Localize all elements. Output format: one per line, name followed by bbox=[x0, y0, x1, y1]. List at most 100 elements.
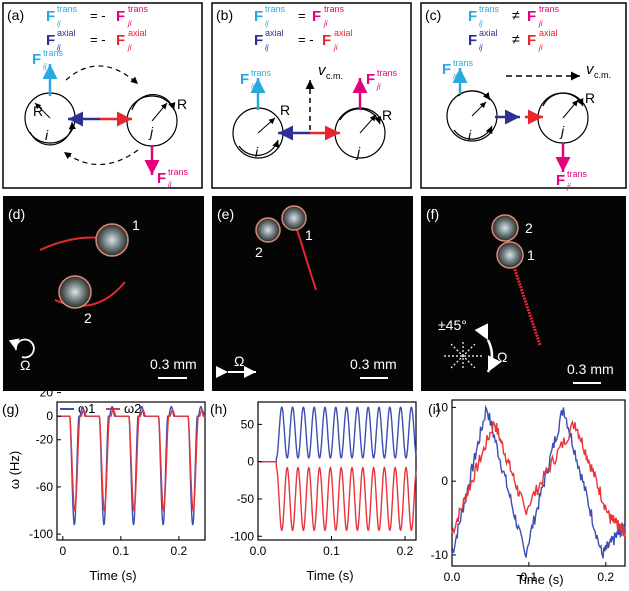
particle-image bbox=[496, 241, 524, 269]
panel-f: (f) 2 1 ±45° Ω 0.3 mm bbox=[421, 196, 626, 391]
panel-d: (d) 1 2 Ω 0.3 mm bbox=[3, 196, 204, 391]
svg-text:1: 1 bbox=[527, 247, 535, 263]
y-tick-label: 10 bbox=[435, 400, 449, 414]
svg-text:F: F bbox=[442, 61, 451, 78]
svg-text:axial: axial bbox=[265, 28, 284, 38]
svg-text:ij: ij bbox=[251, 82, 255, 91]
series-line-1 bbox=[451, 404, 626, 559]
particle-image bbox=[281, 205, 307, 231]
rotation-dashed-arrow-top bbox=[65, 65, 139, 85]
svg-text:trans: trans bbox=[251, 68, 272, 78]
svg-text:ij: ij bbox=[265, 43, 269, 52]
svg-text:≠: ≠ bbox=[512, 31, 520, 47]
svg-text:i: i bbox=[468, 127, 472, 143]
particle-image bbox=[491, 214, 519, 242]
svg-text:R: R bbox=[280, 102, 290, 118]
panel-c-equation-trans: F trans ij ≠ F trans ji bbox=[468, 4, 560, 28]
panel-a-equation-axial: F axial ij = - F axial ji bbox=[46, 28, 147, 52]
plot-frame bbox=[56, 401, 206, 541]
eq-lhs-sub: ij bbox=[57, 19, 61, 28]
eq-operator: = - bbox=[90, 32, 106, 47]
radius-label: R bbox=[33, 103, 43, 119]
velocity-label: v c.m. bbox=[586, 61, 611, 80]
y-tick-label: 20 bbox=[40, 386, 54, 400]
x-tick-label: 0 bbox=[59, 544, 66, 558]
field-sweep-icon bbox=[444, 323, 502, 373]
panel-g: (g) ω1 ω2 ω (Hz) Time (s) 20 0 -20 -60 -100 0… bbox=[2, 386, 206, 583]
svg-text:F: F bbox=[468, 8, 477, 25]
svg-text:trans: trans bbox=[567, 169, 588, 179]
x-tick-label: 0.2 bbox=[597, 570, 614, 584]
panel-c: (c) F trans ij ≠ F trans ji F axial i j ≠… bbox=[420, 2, 627, 191]
scale-label: 0.3 mm bbox=[150, 356, 197, 372]
y-tick-label: 0 bbox=[46, 409, 53, 423]
eq-lhs-sup: trans bbox=[57, 4, 78, 14]
y-tick-label: -20 bbox=[36, 433, 54, 447]
trajectory bbox=[293, 219, 317, 291]
y-tick-label: -50 bbox=[237, 492, 255, 506]
particle-image bbox=[95, 223, 129, 257]
series-line-1 bbox=[258, 406, 417, 463]
svg-text:ji: ji bbox=[566, 182, 571, 191]
series-line-2 bbox=[451, 419, 626, 537]
svg-text:ij: ij bbox=[43, 62, 47, 71]
svg-text:1: 1 bbox=[305, 227, 313, 243]
angle-label: ±45° bbox=[438, 317, 467, 333]
svg-text:axial: axial bbox=[479, 28, 498, 38]
svg-text:c.m.: c.m. bbox=[594, 70, 611, 80]
x-tick-label: 0.2 bbox=[397, 544, 414, 558]
eq-rhs-base: F bbox=[116, 32, 125, 49]
svg-text:ji: ji bbox=[333, 43, 338, 52]
panel-g-label: (g) bbox=[2, 401, 19, 417]
svg-text:ij: ij bbox=[265, 19, 269, 28]
svg-text:trans: trans bbox=[377, 68, 398, 78]
svg-text:ji: ji bbox=[323, 19, 328, 28]
svg-text:axial: axial bbox=[539, 28, 558, 38]
panel-c-label: (c) bbox=[425, 7, 441, 23]
eq-lhs-sub: ij bbox=[57, 43, 61, 52]
x-tick-label: 0.1 bbox=[112, 544, 129, 558]
y-axis-label: ω (Hz) bbox=[7, 451, 22, 489]
y-tick-label: -100 bbox=[29, 527, 53, 541]
particle-image bbox=[58, 275, 92, 309]
panel-a: (a) F trans ij = - F trans ji F axial ij… bbox=[2, 2, 203, 189]
svg-text:c.m.: c.m. bbox=[326, 71, 343, 81]
svg-text:1: 1 bbox=[132, 217, 140, 233]
svg-text:i: i bbox=[255, 144, 259, 160]
panel-a-label: (a) bbox=[7, 7, 24, 23]
panel-d-label: (d) bbox=[8, 206, 25, 222]
svg-text:ji: ji bbox=[538, 19, 543, 28]
scale-label: 0.3 mm bbox=[350, 356, 397, 372]
eq-lhs-sup: axial bbox=[57, 28, 76, 38]
svg-text:j: j bbox=[559, 123, 565, 139]
x-tick-label: 0.1 bbox=[521, 570, 538, 584]
svg-text:≠: ≠ bbox=[512, 7, 520, 23]
svg-text:= -: = - bbox=[298, 32, 314, 47]
chart-g: 20 0 -20 -60 -100 0 0.1 0.2 bbox=[29, 386, 206, 558]
svg-text:F: F bbox=[240, 71, 249, 88]
svg-text:trans: trans bbox=[43, 48, 64, 58]
field-symbol: Ω bbox=[497, 349, 507, 365]
panel-b-equation-axial: F axial ij = - F axial ji bbox=[254, 28, 353, 52]
y-tick-label: -100 bbox=[230, 529, 254, 543]
series-line-2 bbox=[57, 409, 206, 512]
svg-text:v: v bbox=[586, 61, 595, 78]
svg-text:=: = bbox=[298, 8, 306, 23]
force-label-i: F trans ij bbox=[32, 48, 64, 71]
panel-a-equation-trans: F trans ij = - F trans ji bbox=[46, 4, 149, 28]
x-tick-label: 0.2 bbox=[171, 544, 188, 558]
particle-label: i bbox=[45, 127, 49, 143]
svg-text:R: R bbox=[585, 90, 595, 106]
svg-text:2: 2 bbox=[255, 244, 263, 260]
svg-text:F: F bbox=[322, 32, 331, 49]
series-line-2 bbox=[258, 461, 417, 532]
panel-f-label: (f) bbox=[426, 206, 439, 222]
svg-text:trans: trans bbox=[453, 58, 474, 68]
field-symbol: Ω bbox=[234, 353, 244, 369]
rotation-arrow-icon bbox=[8, 338, 35, 359]
force-label-j: F trans ji bbox=[366, 68, 398, 91]
svg-text:ji: ji bbox=[376, 82, 381, 91]
scale-label: 0.3 mm bbox=[567, 361, 614, 377]
